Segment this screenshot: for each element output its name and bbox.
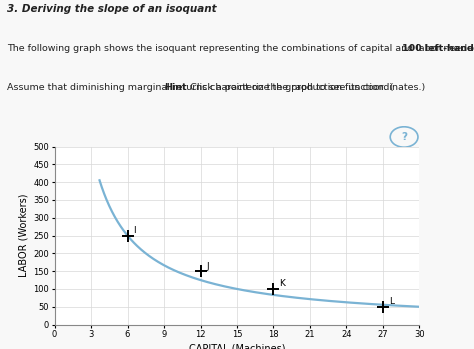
Y-axis label: LABOR (Workers): LABOR (Workers): [19, 194, 29, 277]
Text: The following graph shows the isoquant representing the combinations of capital : The following graph shows the isoquant r…: [7, 44, 474, 53]
Text: 100 left-handed can openers.: 100 left-handed can openers.: [402, 44, 474, 53]
Text: K: K: [280, 280, 285, 289]
Text: L: L: [389, 297, 394, 306]
Text: 3. Deriving the slope of an isoquant: 3. Deriving the slope of an isoquant: [7, 3, 217, 14]
Text: I: I: [134, 226, 136, 235]
Text: J: J: [207, 262, 209, 271]
Text: ?: ?: [401, 132, 407, 142]
Text: : Click a point on the graph to see its coordinates.): : Click a point on the graph to see its …: [184, 83, 425, 92]
X-axis label: CAPITAL (Machines): CAPITAL (Machines): [189, 343, 285, 349]
Text: Assume that diminishing marginal returns characterize the production function. (: Assume that diminishing marginal returns…: [7, 83, 393, 92]
Text: Hint: Hint: [164, 83, 187, 92]
